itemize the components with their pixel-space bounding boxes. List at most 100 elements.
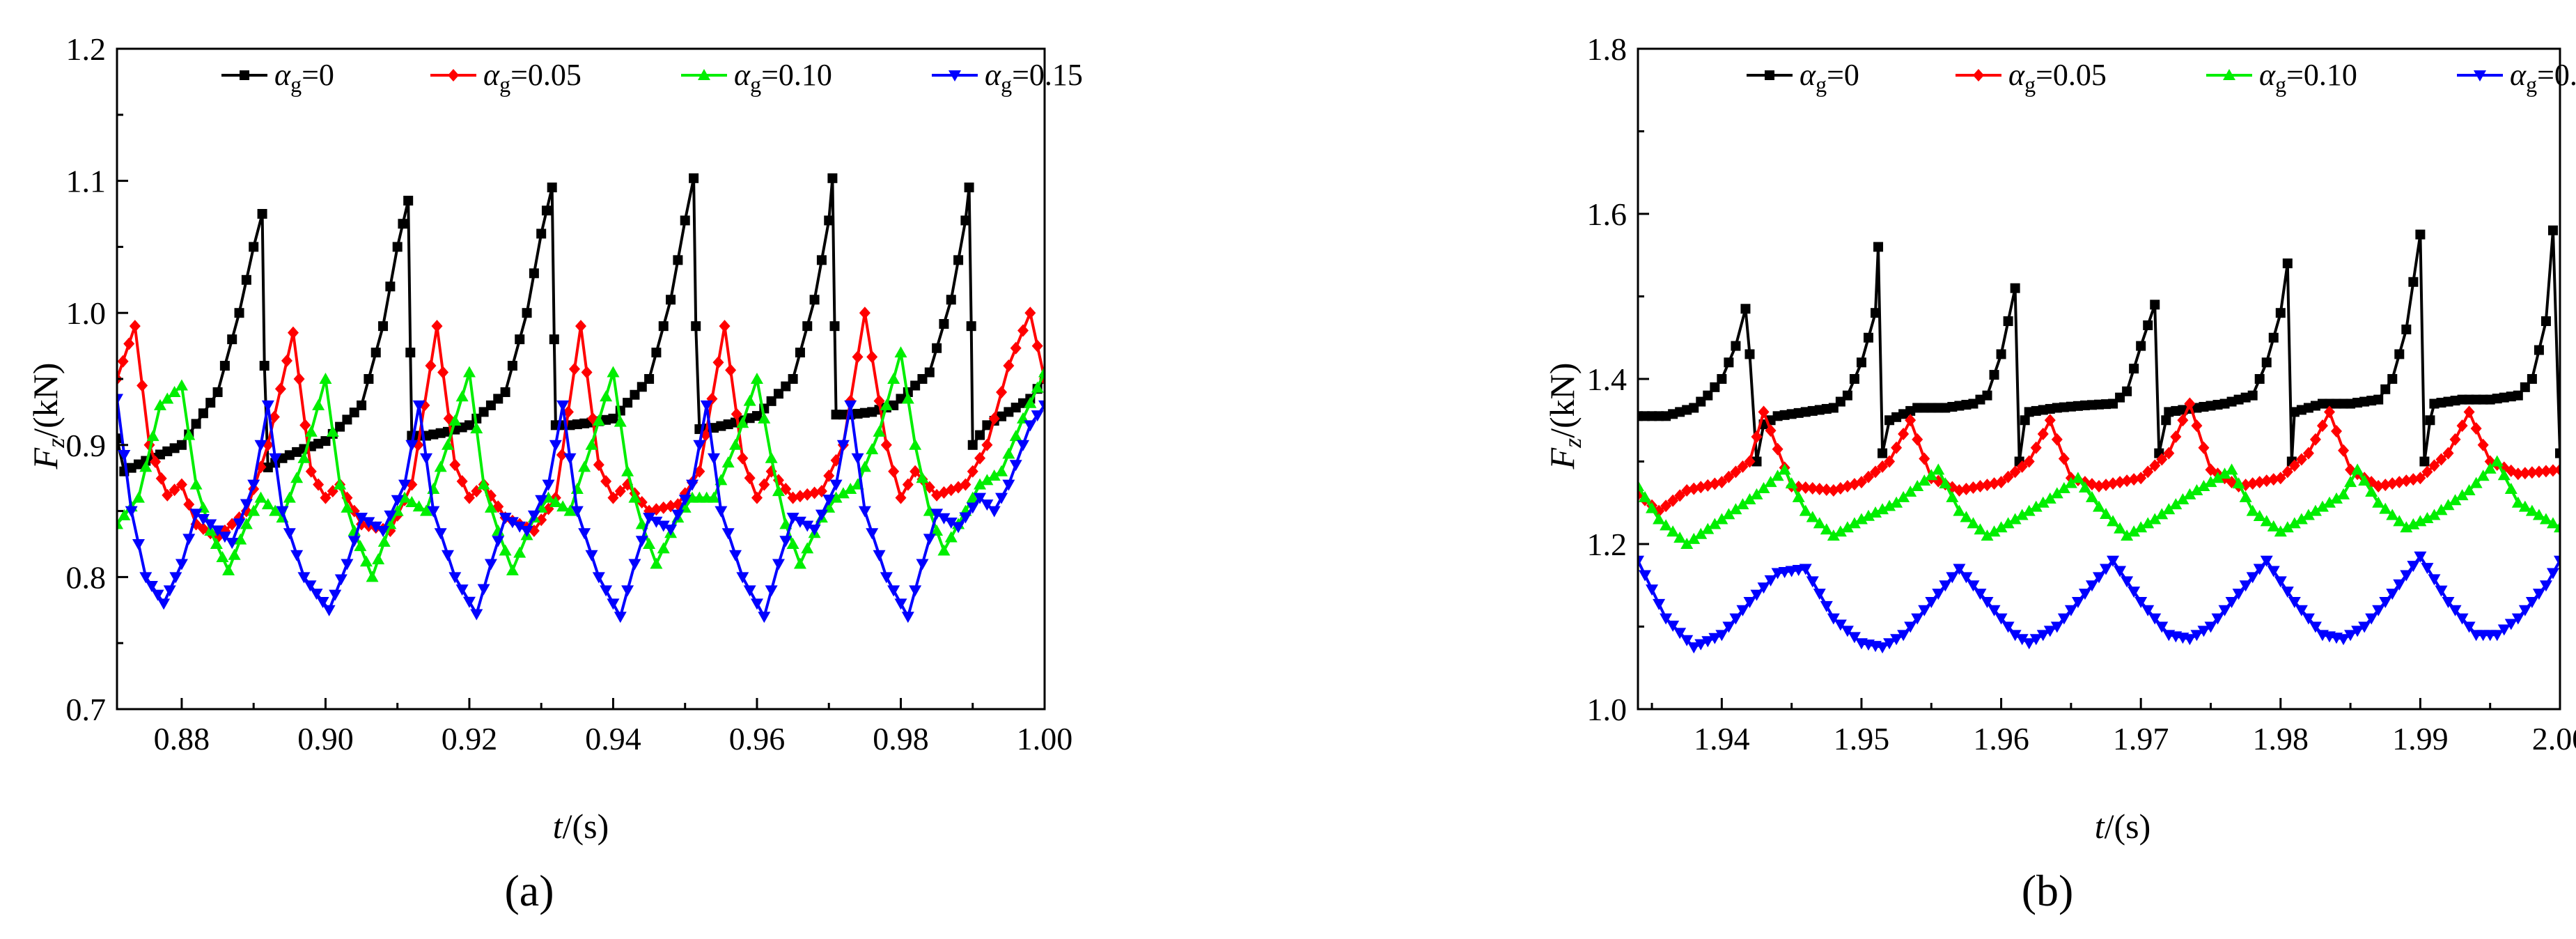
chart-b-series-0-point	[2387, 374, 2398, 384]
chart-b-series-1-point	[1912, 433, 1923, 446]
chart-a-series-3-point	[700, 400, 713, 412]
chart-b-series-3-point	[2497, 624, 2511, 636]
chart-b-series-1-point	[1891, 441, 1903, 454]
chart-b-series-2-point	[2162, 503, 2176, 515]
chart-b-series-2-point	[1911, 480, 1924, 492]
chart-b-series-1-point	[1870, 465, 1882, 479]
chart-b-legend-value-3: =0.15	[2537, 58, 2576, 92]
chart-b-series-2-point	[2253, 510, 2266, 522]
chart-a-legend-marker-1	[448, 69, 459, 82]
chart-a-series-0-point	[644, 374, 655, 384]
chart-a-series-3-point	[261, 400, 274, 412]
chart-a-xtick-label: 0.88	[154, 721, 210, 756]
chart-b-series-2-point	[1813, 517, 1826, 529]
chart-b-series-0-point	[1724, 357, 1734, 368]
chart-b-series-0-point	[2268, 332, 2279, 343]
chart-a-series-3-point	[643, 513, 656, 525]
chart-a: 0.88 0.90 0.92 0.94 0.96 0.98 1.00 0.7 0.8 0.9 1.0…	[26, 31, 1083, 915]
chart-b-series-0-point	[2161, 415, 2171, 426]
chart-a-series-0-point	[259, 361, 270, 371]
chart-b-series-3-point	[2462, 621, 2476, 633]
chart-b-series-1-point	[2191, 419, 2203, 433]
chart-b-series-0-point	[1731, 341, 1741, 351]
chart-a-series-3-point	[808, 525, 821, 536]
chart-b-series-0-point	[2129, 364, 2139, 374]
chart-a-series-1-point	[981, 438, 993, 451]
chart-b-series-0-point	[2419, 456, 2430, 467]
chart-b-series-3-point	[2539, 580, 2552, 592]
chart-a-series-2-point	[628, 491, 641, 503]
chart-a-series-3-point	[391, 495, 404, 506]
chart-a-series-0-point	[205, 398, 216, 408]
chart-a-series-1-point	[348, 504, 360, 518]
chart-b-series-1-point	[2309, 433, 2321, 446]
chart-a-series-2-point	[210, 538, 223, 549]
chart-b-series-2-point	[2295, 513, 2308, 525]
chart-b-series-2-point	[2100, 508, 2113, 520]
chart-b-series-3-point	[1918, 605, 1931, 616]
chart-b-series-3-point	[1736, 605, 1749, 616]
chart-b-series-1-point	[2421, 465, 2433, 479]
chart-b-series-1-point	[1905, 414, 1917, 427]
chart-b-series-1-point	[1960, 483, 1972, 495]
chart-a-series-0-point	[960, 215, 971, 226]
chart-a-series-3-point	[607, 598, 620, 610]
chart-b-series-2-point	[1736, 498, 1749, 510]
chart-a-series-0-point	[405, 348, 416, 358]
chart-a-series-3-point	[657, 520, 670, 532]
chart-a-legend-label-0: αg=0	[274, 58, 334, 97]
chart-b-series-3-point	[2155, 621, 2169, 633]
chart-a-series-2-point	[758, 412, 771, 424]
chart-b-series-3-point	[2351, 626, 2364, 637]
chart-a-series-2-point	[366, 571, 379, 582]
chart-a-data-layer	[117, 173, 1045, 623]
chart-b-series-0-point	[1751, 456, 1762, 467]
chart-b-series-3-point	[2386, 589, 2399, 600]
chart-a-series-0-point	[773, 389, 783, 399]
chart-b-series-1-point	[2274, 472, 2286, 485]
chart-b-series-3-point	[1834, 619, 1847, 631]
chart-a-series-0-point	[829, 321, 840, 332]
chart-b-series-1-point	[2093, 480, 2105, 493]
chart-a-series-1-point	[162, 488, 173, 502]
chart-a-series-1-point	[274, 382, 286, 396]
chart-b-series-3-point	[2407, 561, 2420, 573]
chart-a-series-3-point	[736, 572, 749, 584]
chart-a-series-3-point	[1002, 479, 1015, 491]
chart-a-series-2-point	[334, 478, 347, 490]
chart-a-series-2-point	[1009, 430, 1022, 442]
chart-b-series-2-point	[1806, 511, 1819, 522]
chart-b-series-1-point	[2456, 419, 2468, 433]
chart-a-series-3-point	[944, 518, 958, 529]
chart-b-series-3-point	[2414, 551, 2427, 563]
chart-b-series-3-point	[2393, 579, 2406, 591]
chart-a-series-2-point	[269, 504, 282, 516]
chart-a-series-3-point	[1038, 400, 1045, 412]
chart-b-series-1-point	[2512, 467, 2524, 481]
chart-a-series-1-point	[744, 472, 756, 485]
chart-b-series-1-point	[1820, 483, 1832, 496]
chart-a-series-1-point	[725, 364, 737, 377]
chart-b-series-1-point	[2547, 464, 2559, 477]
chart-b-series-2-point	[1729, 503, 1742, 515]
chart-b-legend-marker-3	[2474, 70, 2486, 82]
chart-b-series-3-point	[1799, 564, 1812, 575]
chart-a-series-3-point	[858, 506, 871, 518]
chart-b-series-1-point	[2463, 405, 2475, 419]
chart-a-xlabel: t/(s)	[553, 807, 609, 846]
chart-b-series-1-point	[1919, 452, 1930, 465]
chart-b-series-2-point	[2001, 517, 2015, 529]
chart-b-series-2-point	[2134, 521, 2148, 533]
chart-b-series-1-point	[2380, 479, 2391, 492]
chart-b-series-0-point	[1842, 390, 1852, 401]
chart-b-series-3-point	[2050, 621, 2063, 633]
chart-a-series-0-point	[522, 308, 532, 318]
chart-a-series-3-point	[995, 492, 1008, 504]
chart-a-series-3-point	[334, 574, 348, 586]
chart-a-series-2-point	[829, 491, 843, 503]
chart-a-series-0-point	[964, 183, 974, 193]
chart-a-series-3-point	[434, 528, 447, 540]
chart-a-series-2-point	[283, 491, 296, 503]
chart-a-series-2-point	[117, 518, 123, 529]
chart-a-series-3-point	[269, 453, 282, 465]
